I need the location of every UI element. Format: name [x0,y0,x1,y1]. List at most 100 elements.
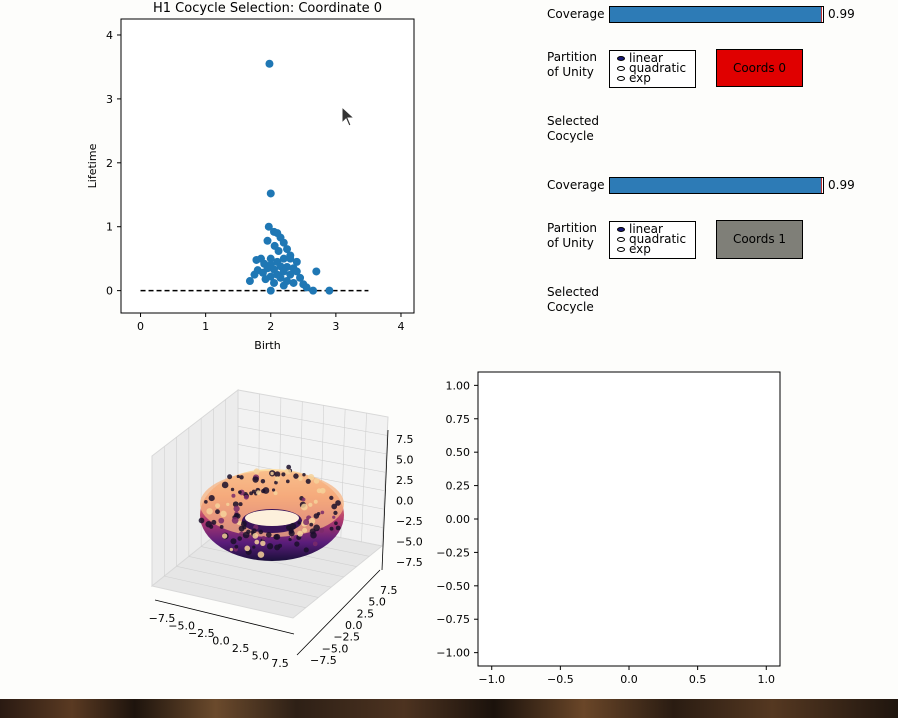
data-point [276,273,285,282]
partition-label-1b: of Unity [547,236,594,250]
x-tick-label: 0.0 [620,673,638,686]
torus-point [331,503,338,510]
data-point [309,286,318,295]
torus-point [252,545,256,549]
y-tick-label: 0.00 [446,513,471,526]
radio-linear-0[interactable]: linear [617,52,663,64]
grid-line [237,407,388,436]
torus-point [252,476,259,483]
torus-point [236,474,240,479]
y-tick-label: 4 [106,29,113,42]
coverage-marker-0 [820,7,822,22]
y-tick-label: −0.75 [436,613,470,626]
torus-point [307,474,315,481]
torus-point [242,531,250,539]
torus-point [218,517,225,524]
torus-3d-plot[interactable]: −7.5−5.0−2.50.02.55.07.5 −7.5−5.0−2.50.02… [130,380,430,680]
coverage-value-1: 0.99 [828,178,855,192]
x3d-tick-label: 0.0 [212,635,230,648]
empty-2d-plot[interactable]: −1.0 −0.5 0.0 0.5 1.0 1.00 0.75 0.50 0.25 0.00 −0.… [430,360,800,700]
x-tick-label: 4 [397,320,404,333]
torus-point [206,508,213,515]
x-tick-label: 0 [137,320,144,333]
torus-point [284,468,292,475]
data-point [264,222,273,231]
torus-point [270,471,274,476]
data-point [258,268,267,277]
torus-point [215,509,220,515]
torus-point [329,495,334,500]
y3d-tick-label: 5.0 [368,596,386,609]
radio-dot-icon [617,56,625,61]
coverage-slider-0[interactable] [609,6,824,23]
torus-point [277,543,283,548]
z3d-tick-label: −7.5 [396,556,423,569]
torus-point [232,501,239,508]
radio-exp-0[interactable]: exp [617,72,651,84]
torus-point [254,539,260,545]
radio-quadratic-0[interactable]: quadratic [617,62,686,74]
partition-radio-group-1: linear quadratic exp [609,221,696,259]
torus-point [231,517,239,524]
torus-point [288,530,295,537]
coverage-slider-1[interactable] [609,177,824,194]
torus-point [319,527,325,533]
radio-quadratic-1[interactable]: quadratic [617,233,686,245]
y-tick-label: −0.25 [436,546,470,559]
torus-point [252,532,259,539]
persistence-diagram[interactable]: H1 Cocycle Selection: Coordinate 0 0 1 2 3 4 0… [0,0,440,360]
data-point [286,270,295,279]
data-point [292,257,301,266]
torus-point [253,468,260,475]
data-point [279,267,288,276]
torus-point [332,515,336,519]
selected-label-1b: Cocycle [547,300,594,314]
torus-point [205,521,212,528]
torus-point [298,476,303,481]
torus-point [312,541,318,547]
plot-frame [477,371,781,667]
torus-point [231,493,236,498]
mouse-cursor-icon [341,106,356,127]
y3d-tick-label: −2.5 [333,631,360,644]
torus-point [250,530,255,534]
data-point [261,275,270,284]
y-tick-label: 3 [106,93,113,106]
x-tick-label: 1 [202,320,209,333]
coords-0-button[interactable]: Coords 0 [716,49,803,87]
torus-point [261,488,266,494]
data-point [312,267,321,276]
radio-linear-1[interactable]: linear [617,223,663,235]
y3d-tick-label: −7.5 [310,654,337,667]
torus-point [233,512,240,519]
data-point [279,254,288,263]
z-axis-line [381,429,389,571]
torus-point [266,543,274,550]
torus-point [301,497,306,502]
radio-exp-1[interactable]: exp [617,243,651,255]
torus-point [243,494,249,500]
z3d-tick-label: −5.0 [396,536,423,549]
torus-point [274,476,281,482]
selected-label-0a: Selected [547,114,600,128]
data-point [270,227,279,236]
y3d-tick-label: 2.5 [357,607,375,620]
data-point [274,247,283,256]
y-tick-label: 0.75 [446,413,471,426]
radio-dot-icon [617,247,625,252]
torus-point [215,503,221,509]
y-tick-label: 0.25 [446,480,471,493]
x3d-tick-label: −2.5 [188,627,215,640]
selected-label-1a: Selected [547,285,600,299]
y-tick-label: 2 [106,157,113,170]
coords-1-button[interactable]: Coords 1 [716,220,803,259]
z3d-tick-label: 2.5 [396,474,414,487]
torus-point [274,471,281,478]
grid-line [237,425,387,455]
torus-point [310,531,317,539]
torus-point [334,521,338,526]
torus-point [271,488,276,492]
data-point [325,286,334,295]
torus-point [234,544,239,549]
torus-point [305,478,311,484]
